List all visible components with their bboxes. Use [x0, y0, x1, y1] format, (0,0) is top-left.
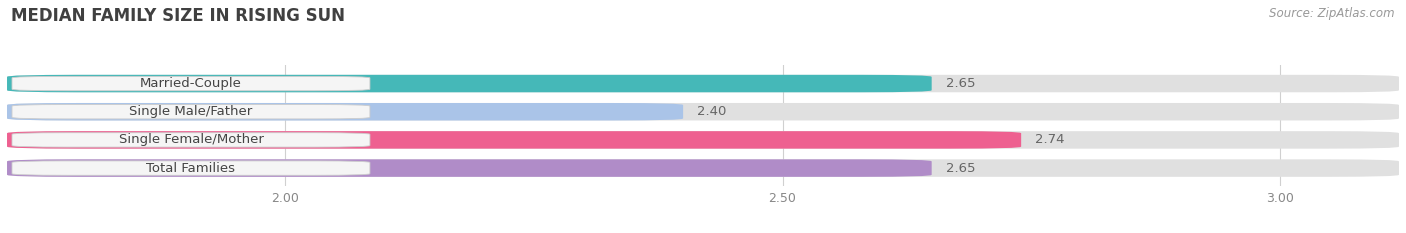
FancyBboxPatch shape	[7, 103, 683, 120]
Text: Source: ZipAtlas.com: Source: ZipAtlas.com	[1270, 7, 1395, 20]
FancyBboxPatch shape	[7, 75, 1399, 92]
FancyBboxPatch shape	[7, 159, 1399, 177]
Text: MEDIAN FAMILY SIZE IN RISING SUN: MEDIAN FAMILY SIZE IN RISING SUN	[11, 7, 346, 25]
Text: 2.65: 2.65	[946, 77, 976, 90]
FancyBboxPatch shape	[7, 75, 932, 92]
FancyBboxPatch shape	[7, 131, 1399, 149]
FancyBboxPatch shape	[7, 131, 1021, 149]
Text: 2.40: 2.40	[697, 105, 727, 118]
Text: 2.74: 2.74	[1035, 134, 1064, 146]
FancyBboxPatch shape	[13, 76, 370, 91]
FancyBboxPatch shape	[13, 105, 370, 119]
Text: Single Female/Mother: Single Female/Mother	[118, 134, 263, 146]
FancyBboxPatch shape	[13, 133, 370, 147]
Text: 2.65: 2.65	[946, 161, 976, 175]
FancyBboxPatch shape	[13, 161, 370, 175]
Text: Total Families: Total Families	[146, 161, 235, 175]
FancyBboxPatch shape	[7, 103, 1399, 120]
Text: Single Male/Father: Single Male/Father	[129, 105, 253, 118]
FancyBboxPatch shape	[7, 159, 932, 177]
Text: Married-Couple: Married-Couple	[141, 77, 242, 90]
